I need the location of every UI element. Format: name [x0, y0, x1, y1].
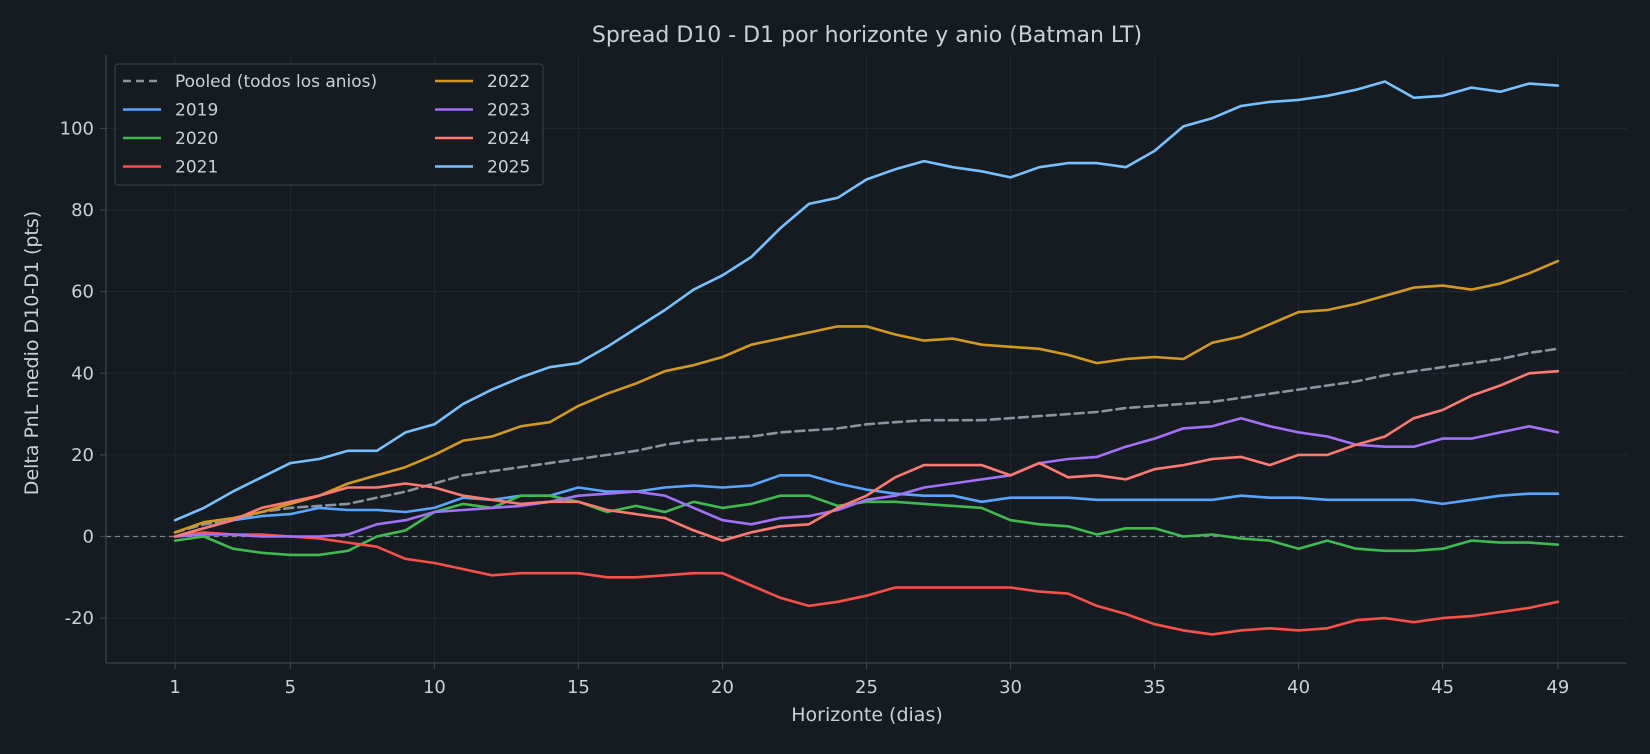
series-line-2020: [173, 494, 1560, 557]
x-tick-label: 15: [567, 677, 590, 698]
legend-entry-label: 2022: [487, 72, 530, 92]
x-tick-label: 45: [1431, 677, 1454, 698]
y-tick-label: 100: [60, 118, 94, 139]
x-tick-label: 10: [423, 677, 446, 698]
legend-box: [114, 63, 544, 186]
y-axis-label: Delta PnL medio D10-D1 (pts): [21, 211, 43, 495]
y-tick-label: 60: [71, 282, 94, 303]
y-tick-label: 0: [83, 527, 94, 548]
x-tick-label: 5: [285, 677, 296, 698]
series-line-pooled: [173, 347, 1560, 534]
series-line-2021: [173, 531, 1560, 636]
x-tick-label: 25: [855, 677, 878, 698]
x-tick-label: 49: [1546, 677, 1569, 698]
x-tick-label: 40: [1287, 677, 1310, 698]
axes: [100, 55, 1627, 669]
legend-entry-label: 2025: [487, 158, 530, 178]
y-tick-label: 20: [71, 445, 94, 466]
legend-entry-label: 2024: [487, 129, 530, 149]
x-tick-label: 30: [999, 677, 1022, 698]
y-tick-label: 40: [71, 363, 94, 384]
legend-entry-label: 2021: [175, 158, 218, 178]
series-line-2022: [173, 259, 1560, 534]
x-tick-label: 35: [1143, 677, 1166, 698]
series-lines: [173, 80, 1560, 636]
series-line-2023: [173, 416, 1560, 538]
legend: Pooled (todos los anios) 2019 2020 2021 2022…: [114, 63, 544, 186]
series-line-2024: [173, 369, 1560, 542]
y-tick-label: 80: [71, 200, 94, 221]
legend-entry-label: Pooled (todos los anios): [175, 72, 377, 92]
x-tick-label: 20: [711, 677, 734, 698]
chart-title: Spread D10 - D1 por horizonte y anio (Ba…: [592, 23, 1142, 48]
series-line-2025: [173, 80, 1560, 522]
legend-entry-label: 2023: [487, 101, 530, 121]
x-axis-label: Horizonte (dias): [791, 704, 943, 726]
y-tick-label: -20: [65, 608, 94, 629]
x-tick-label: 1: [169, 677, 180, 698]
series-line-2019: [173, 473, 1560, 538]
legend-entry-label: 2020: [175, 129, 218, 149]
legend-entry-label: 2019: [175, 101, 218, 121]
